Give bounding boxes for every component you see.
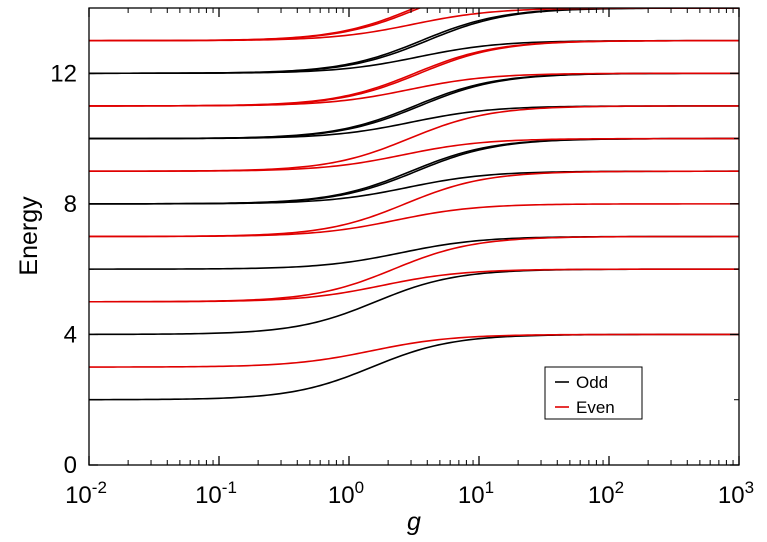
x-tick-label: 10-2 — [65, 478, 107, 509]
legend-label-odd: Odd — [576, 373, 608, 392]
plot-frame — [88, 7, 740, 466]
even-curve — [89, 8, 417, 42]
legend-label-even: Even — [576, 398, 615, 417]
x-axis-title: g — [407, 508, 421, 536]
y-tick-label: 0 — [64, 452, 77, 479]
legend: Odd Even — [544, 366, 643, 420]
x-tick-label: 102 — [588, 478, 624, 509]
x-tick-label: 101 — [458, 478, 494, 509]
x-tick-label: 103 — [718, 478, 754, 509]
even-curve — [89, 333, 739, 368]
y-axis-title: Energy — [15, 196, 43, 276]
even-curve — [89, 268, 739, 303]
y-tick-label: 8 — [64, 191, 77, 218]
odd-curve — [89, 235, 739, 270]
odd-curve — [89, 170, 739, 205]
series-curves — [89, 8, 739, 401]
y-tick-label: 4 — [64, 321, 77, 348]
even-curve — [89, 170, 739, 238]
legend-box — [544, 366, 643, 420]
even-curve — [89, 39, 739, 107]
x-tick-label: 100 — [328, 478, 364, 509]
y-tick-label: 12 — [50, 60, 77, 87]
even-curve — [89, 8, 739, 42]
even-curve — [89, 8, 422, 42]
even-curve — [89, 137, 739, 172]
axes: 10-2 10-1 100 101 102 103 0 4 8 12 — [50, 7, 754, 509]
even-curve — [89, 72, 739, 107]
even-curve — [89, 235, 739, 303]
even-curve — [89, 203, 739, 238]
even-curve — [89, 105, 739, 172]
x-tick-label: 10-1 — [195, 478, 237, 509]
odd-curve — [89, 105, 739, 140]
